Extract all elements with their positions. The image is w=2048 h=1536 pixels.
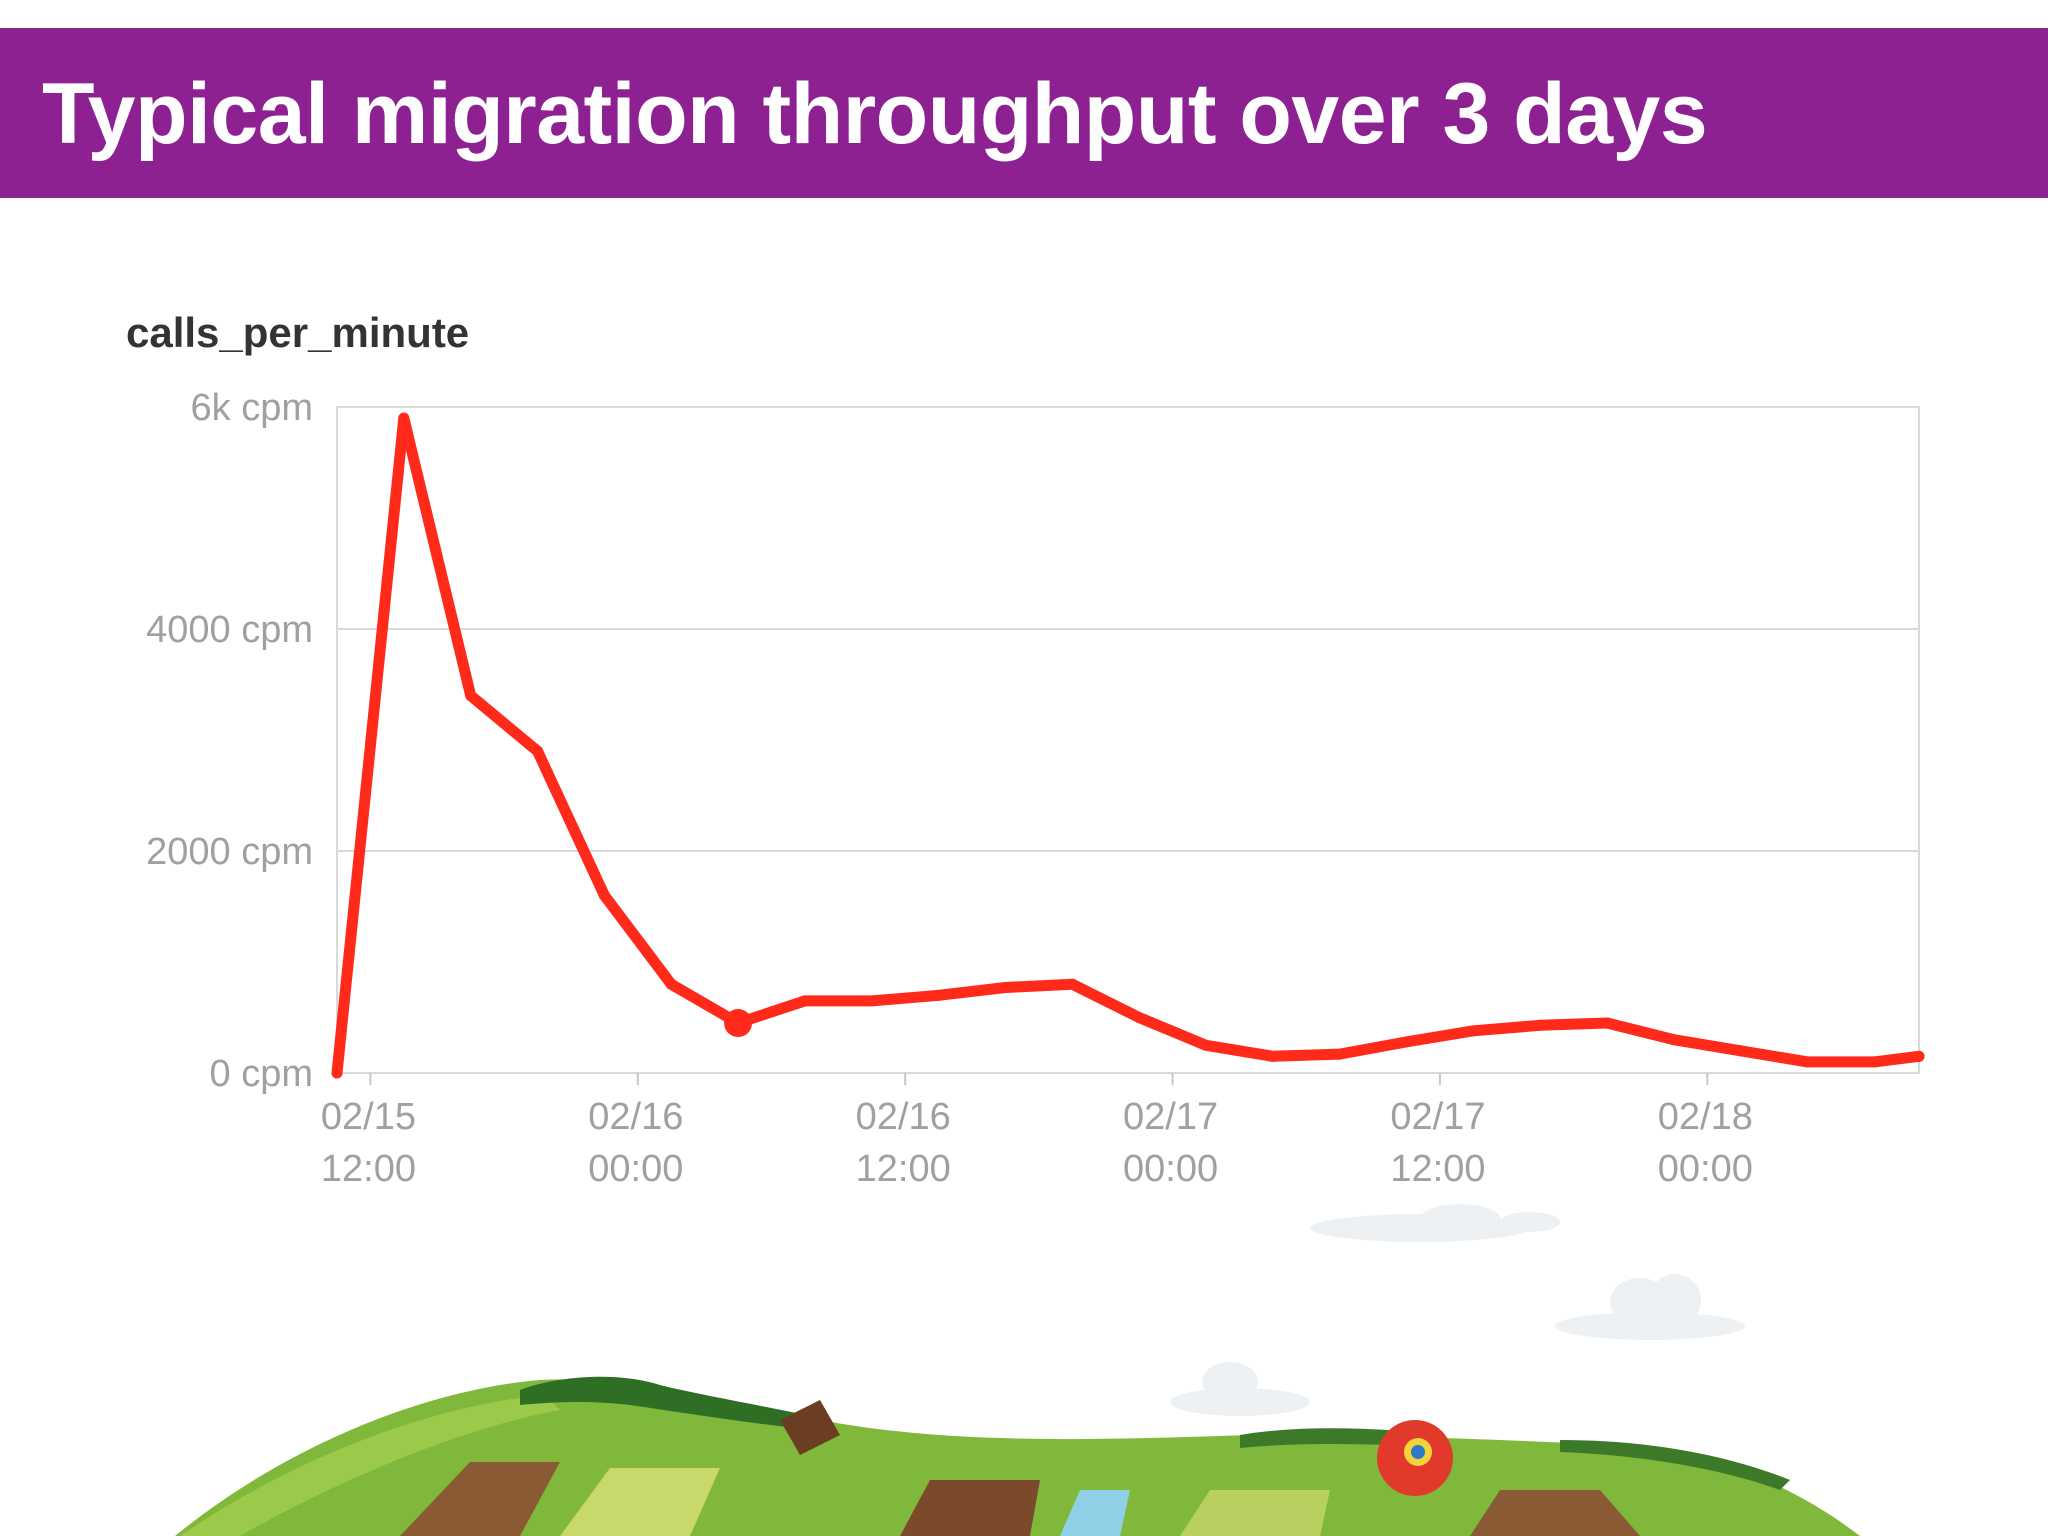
x-tick-label: 02/16 00:00 <box>588 1096 683 1190</box>
y-tick-label: 0 cpm <box>210 1053 313 1095</box>
data-point <box>999 982 1011 994</box>
data-point <box>398 412 410 424</box>
x-tick-label: 02/15 12:00 <box>321 1096 416 1190</box>
cloud-illustration <box>1170 1204 1745 1416</box>
data-point <box>1868 1056 1880 1068</box>
landscape-illustration <box>175 1204 1860 1536</box>
series-line <box>331 412 1925 1079</box>
data-point <box>532 745 544 757</box>
data-point <box>1913 1050 1925 1062</box>
data-point <box>1467 1025 1479 1037</box>
y-axis-ticks: 0 cpm 2000 cpm 4000 cpm 6k cpm <box>146 387 313 1095</box>
data-point <box>866 995 878 1007</box>
slide-title: Typical migration throughput over 3 days <box>42 66 1708 162</box>
throughput-chart: calls_per_minute 0 cpm 2000 cpm 4000 cpm 6k… <box>126 309 1925 1190</box>
x-tick-label: 02/17 00:00 <box>1123 1096 1218 1190</box>
data-point <box>1267 1050 1279 1062</box>
data-point <box>1735 1045 1747 1057</box>
data-point <box>465 690 477 702</box>
hills-illustration <box>175 1376 1860 1536</box>
x-tick-label: 02/16 12:00 <box>856 1096 951 1190</box>
y-tick-label: 4000 cpm <box>146 609 313 651</box>
data-point <box>1401 1036 1413 1048</box>
data-point <box>1802 1056 1814 1068</box>
data-point <box>1334 1048 1346 1060</box>
data-point <box>799 995 811 1007</box>
slide-title-bar <box>0 28 2048 198</box>
data-point <box>1133 1012 1145 1023</box>
data-point <box>331 1067 343 1079</box>
data-point <box>1534 1019 1546 1031</box>
data-point <box>933 989 945 1001</box>
x-tick-label: 02/17 12:00 <box>1390 1096 1485 1190</box>
y-tick-label: 6k cpm <box>191 387 313 429</box>
data-point <box>1601 1017 1613 1029</box>
x-tick-label: 02/18 00:00 <box>1658 1096 1753 1190</box>
series-points <box>331 412 1925 1079</box>
x-axis-ticks: 02/15 12:00 02/16 00:00 02/16 12:00 02/17 00:00… <box>321 1073 1753 1190</box>
data-point <box>1668 1034 1680 1046</box>
data-point <box>1200 1039 1212 1051</box>
data-point <box>598 889 610 901</box>
grid-lines <box>337 628 1919 852</box>
data-point <box>1066 978 1078 990</box>
data-point <box>665 978 677 990</box>
plot-frame <box>336 406 1920 1074</box>
chart-title: calls_per_minute <box>126 309 469 356</box>
y-tick-label: 2000 cpm <box>146 831 313 873</box>
highlighted-data-point[interactable] <box>724 1009 753 1038</box>
